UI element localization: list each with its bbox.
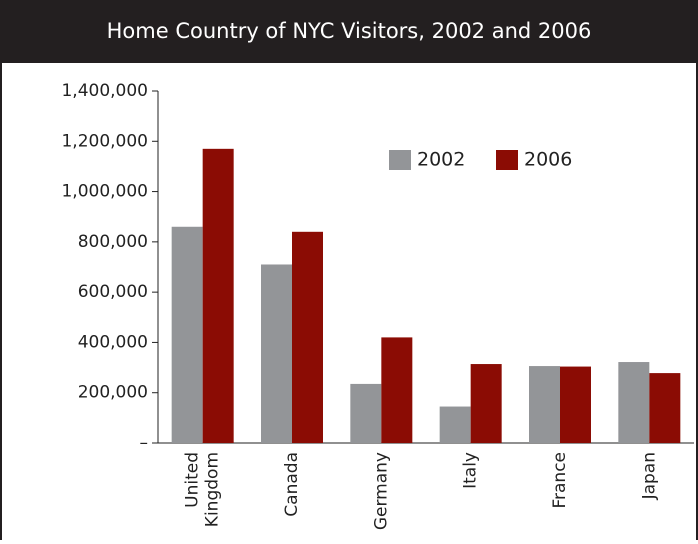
bar xyxy=(292,231,323,443)
bar xyxy=(470,364,502,443)
y-tick-label: 400,000 xyxy=(78,332,148,352)
legend-swatch xyxy=(496,150,518,170)
legend-label: 2006 xyxy=(524,149,572,171)
x-tick-label: United Kingdom xyxy=(183,452,223,533)
frame xyxy=(0,61,698,544)
x-tick-label: France xyxy=(550,452,570,509)
header-band xyxy=(0,0,698,62)
bar xyxy=(618,362,650,443)
y-tick-label: 600,000 xyxy=(78,282,148,302)
y-tick-label: 200,000 xyxy=(78,383,148,403)
bar xyxy=(350,383,382,443)
y-tick-label: – xyxy=(140,433,149,453)
y-tick-label: 1,200,000 xyxy=(61,131,148,151)
bar xyxy=(439,406,471,443)
chart-title: Home Country of NYC Visitors, 2002 and 2… xyxy=(107,19,592,43)
legend-swatch xyxy=(389,150,411,170)
bar xyxy=(261,264,292,443)
y-tick-label: 800,000 xyxy=(78,232,148,252)
x-tick-label: Japan xyxy=(639,452,659,500)
y-tick-label: 1,000,000 xyxy=(61,182,148,202)
x-tick-label: Italy xyxy=(461,452,481,489)
x-tick-label: Canada xyxy=(282,452,302,517)
bar xyxy=(381,337,413,443)
bar xyxy=(529,366,560,443)
bar xyxy=(560,366,591,443)
y-tick-label: 1,400,000 xyxy=(61,81,148,101)
x-tick-label: Germany xyxy=(371,452,391,530)
legend-label: 2002 xyxy=(417,149,465,171)
bar xyxy=(202,148,234,444)
bar xyxy=(649,373,681,443)
bar xyxy=(171,226,203,443)
